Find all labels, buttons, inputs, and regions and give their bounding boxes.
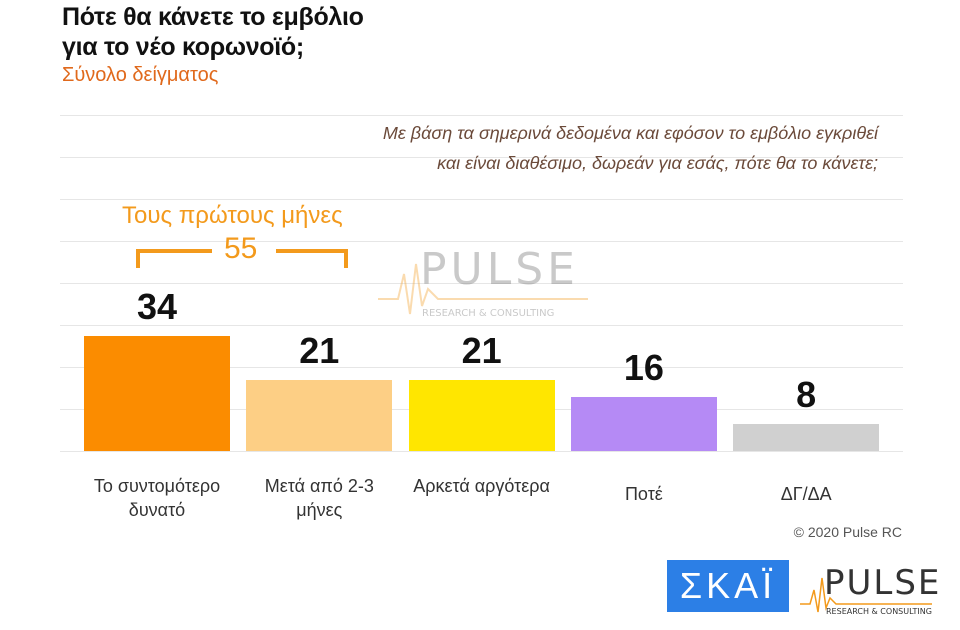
question-line-1: Με βάση τα σημερινά δεδομένα και εφόσον … (382, 123, 878, 143)
category-label: ΔΓ/ΔΑ (780, 484, 832, 504)
pulse-watermark: PULSE RESEARCH & CONSULTING (378, 244, 598, 329)
svg-text:RESEARCH & CONSULTING: RESEARCH & CONSULTING (422, 308, 554, 319)
chart-title: Πότε θα κάνετε το εμβόλιο για το νέο κορ… (62, 3, 364, 61)
bar (570, 397, 717, 451)
gridline (60, 451, 903, 452)
bar (246, 380, 393, 451)
gridline (60, 325, 903, 326)
data-label: 21 (299, 330, 340, 372)
svg-text:PULSE: PULSE (824, 563, 941, 603)
gridline (60, 283, 903, 284)
skai-logo: ΣΚΑΪ (667, 560, 789, 612)
data-label: 16 (623, 347, 664, 389)
bar (733, 424, 880, 451)
bracket-label: Τους πρώτους μήνες (122, 202, 343, 229)
gridline (60, 199, 903, 200)
bracket-icon (136, 249, 348, 268)
gridline (60, 241, 903, 242)
gridline (60, 157, 903, 158)
category-label: Ποτέ (624, 484, 663, 504)
bracket-value: 55 (224, 232, 258, 265)
svg-text:RESEARCH & CONSULTING: RESEARCH & CONSULTING (826, 607, 932, 616)
bar (408, 380, 555, 451)
gridline (60, 367, 903, 368)
copyright: © 2020 Pulse RC (793, 524, 902, 540)
data-label: 21 (461, 330, 502, 372)
bar (84, 336, 230, 451)
question-text: Με βάση τα σημερινά δεδομένα και εφόσον … (383, 118, 878, 178)
pulse-logo: PULSE RESEARCH & CONSULTING (800, 560, 942, 621)
svg-text:PULSE: PULSE (420, 244, 579, 295)
category-label: Το συντομότερο δυνατό (93, 476, 221, 520)
question-line-2: και είναι διαθέσιμο, δωρεάν για εσάς, πό… (437, 153, 878, 173)
gridline (60, 115, 903, 116)
data-label: 8 (796, 374, 817, 416)
chart-subtitle: Σύνολο δείγματος (62, 64, 219, 86)
category-label: Μετά από 2-3 μήνες (264, 476, 374, 520)
data-label: 34 (136, 286, 178, 328)
category-label: Αρκετά αργότερα (413, 476, 550, 496)
